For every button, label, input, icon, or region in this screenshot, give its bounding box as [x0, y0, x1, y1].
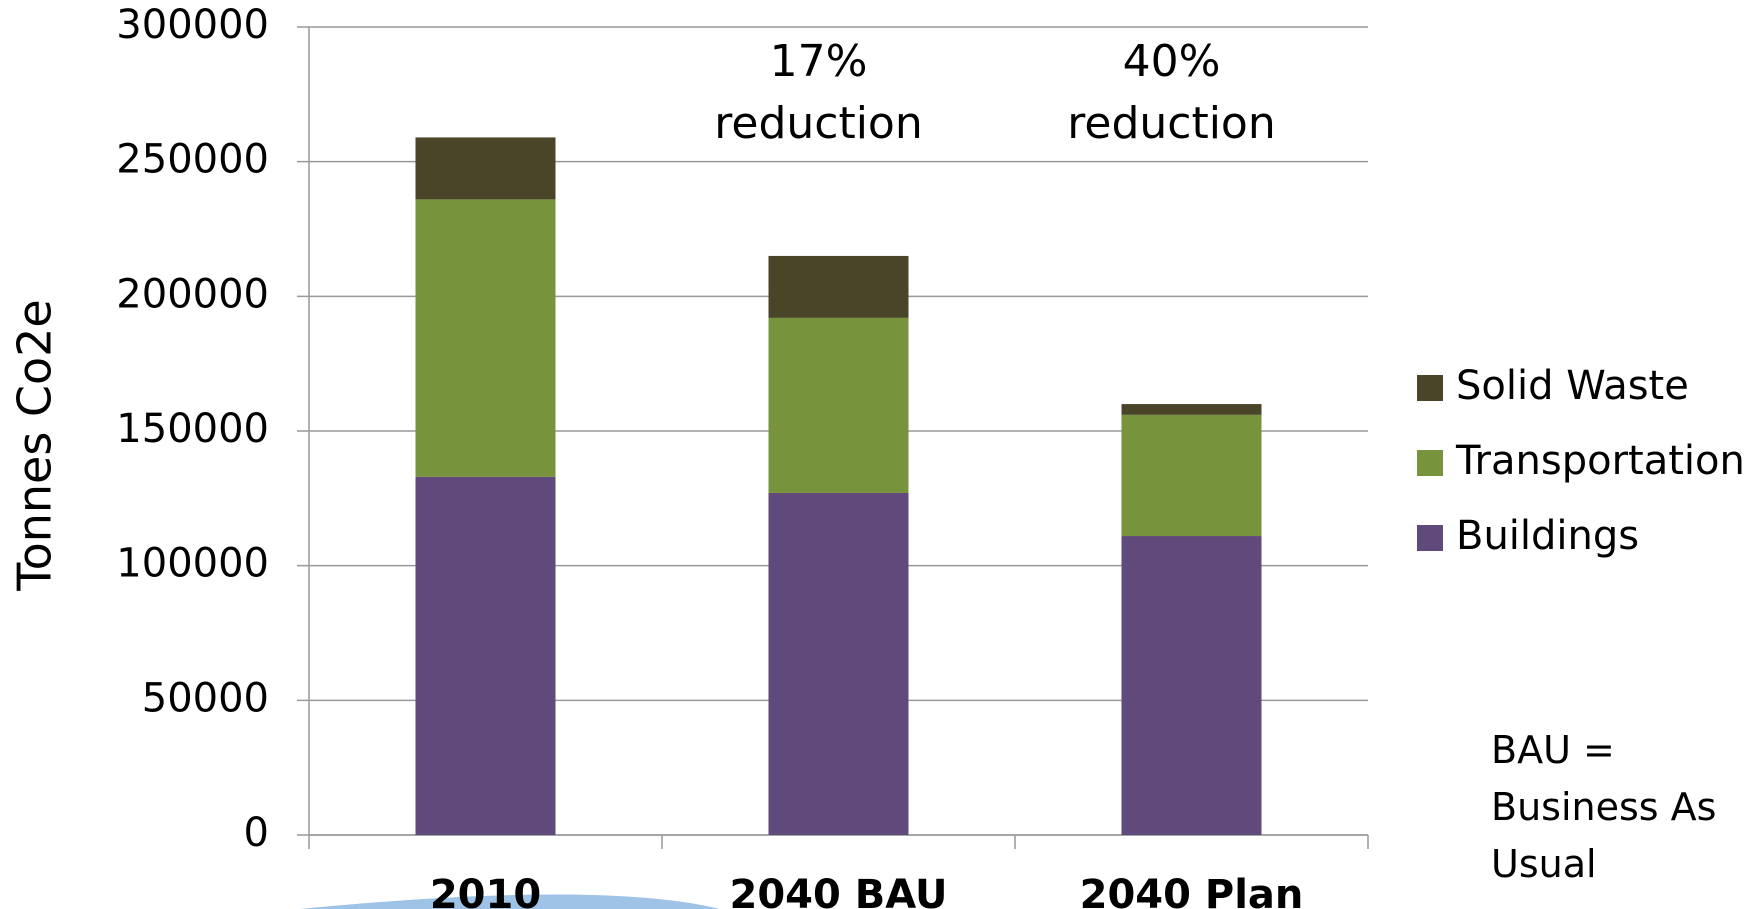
legend-label: Buildings	[1456, 513, 1639, 559]
y-tick-label: 150000	[116, 406, 269, 452]
y-tick-label: 50000	[142, 675, 269, 721]
note: BAU = Business As Usual	[1491, 722, 1726, 893]
legend-label: Solid Waste	[1456, 363, 1689, 409]
bar-segment	[416, 199, 556, 476]
legend-swatch	[1417, 525, 1443, 551]
bar-segment	[769, 318, 909, 493]
y-tick-label: 250000	[116, 137, 269, 183]
legend-label: Transportation	[1455, 438, 1745, 484]
annotation: 40% reduction	[1042, 31, 1302, 155]
y-tick-label: 0	[244, 810, 269, 856]
bar-segment	[416, 477, 556, 835]
annotation: 17% reduction	[689, 31, 949, 155]
bar-segment	[769, 256, 909, 318]
y-axis-label: Tonnes Co2e	[8, 299, 62, 591]
y-tick-label: 100000	[116, 541, 269, 587]
page: Tonnes Co2e 0 50000 100000 150000 200000 2500…	[0, 0, 1752, 909]
legend-swatch	[1417, 450, 1443, 476]
x-tick-label: 2040 BAU	[730, 872, 948, 909]
x-tick-label: 2010	[430, 872, 541, 909]
x-tick-label: 2040 Plan	[1080, 872, 1304, 909]
y-tick-label: 200000	[116, 271, 269, 317]
bar-segment	[769, 493, 909, 835]
legend-swatch	[1417, 375, 1443, 401]
bar-segment	[1122, 415, 1262, 536]
bar-segment	[416, 137, 556, 199]
bar-segment	[1122, 536, 1262, 835]
bar-segment	[1122, 404, 1262, 415]
y-tick-label: 300000	[116, 2, 269, 48]
